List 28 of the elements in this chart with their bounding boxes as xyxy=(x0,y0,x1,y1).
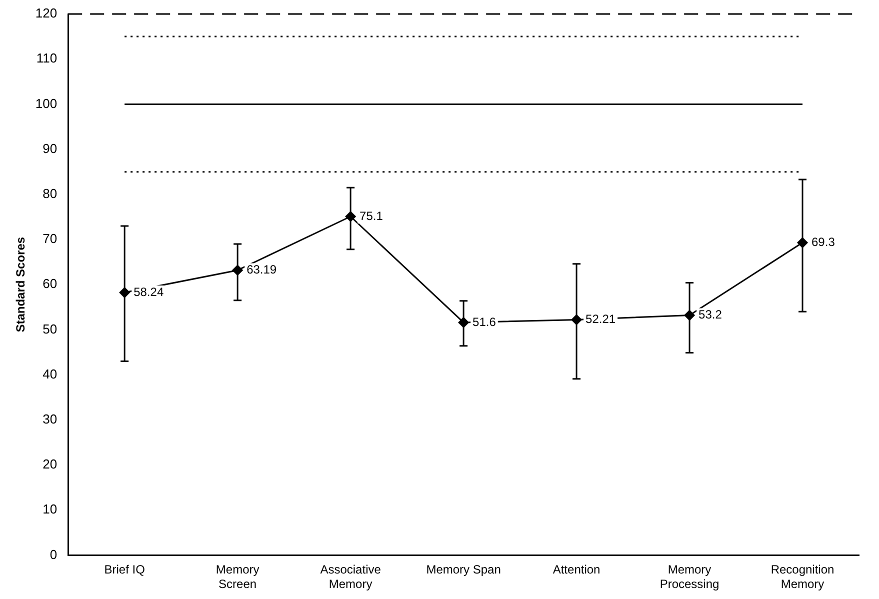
x-tick-label: Memory Processing xyxy=(660,562,720,592)
data-label: 51.6 xyxy=(472,314,496,329)
y-tick-label: 80 xyxy=(42,186,58,201)
x-tick-label: Memory Span xyxy=(426,562,501,577)
y-tick-label: 90 xyxy=(42,140,58,156)
data-label: 53.2 xyxy=(698,308,722,322)
x-tick-label: Brief IQ xyxy=(104,562,145,577)
y-tick-label: 10 xyxy=(42,502,58,517)
y-tick-label: 0 xyxy=(50,546,58,562)
y-tick-label: 20 xyxy=(42,456,58,472)
data-label: 52.21 xyxy=(586,312,616,326)
data-label: 58.24 xyxy=(134,284,164,299)
y-tick-label: 110 xyxy=(36,50,58,66)
y-tick-label: 70 xyxy=(42,231,58,246)
y-tick-label: 100 xyxy=(35,96,58,111)
x-tick-label: Attention xyxy=(552,562,600,577)
data-label: 69.3 xyxy=(812,234,836,249)
x-tick-label: Recognition Memory xyxy=(770,562,834,592)
x-tick-label: Memory Screen xyxy=(216,562,260,592)
data-label: 63.19 xyxy=(246,262,277,277)
y-tick-label: 50 xyxy=(42,321,58,336)
y-tick-label: 40 xyxy=(42,366,58,382)
y-tick-label: 60 xyxy=(42,276,58,292)
y-axis-title: Standard Scores xyxy=(14,236,28,332)
data-label: 75.1 xyxy=(360,208,384,223)
y-tick-label: 30 xyxy=(42,411,58,426)
y-tick-label: 120 xyxy=(35,6,58,21)
x-tick-label: Associative Memory xyxy=(320,562,382,592)
